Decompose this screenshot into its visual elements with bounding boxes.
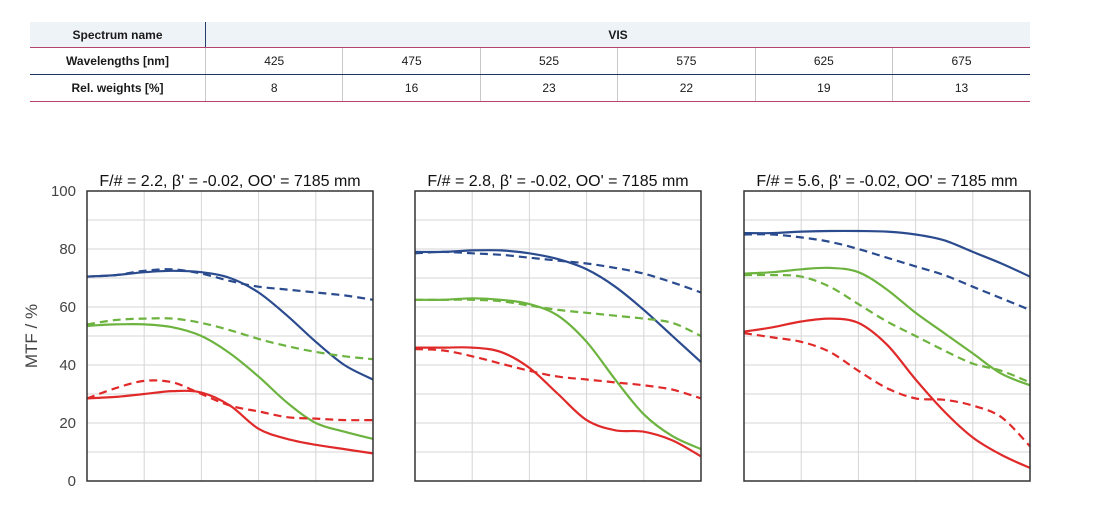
y-tick-label: 100 [51, 183, 76, 200]
series-line-green-solid [743, 266, 1031, 387]
y-tick-label: 40 [59, 357, 76, 374]
spectrum-name-label: Spectrum name [30, 22, 206, 48]
y-tick-label: 60 [59, 299, 76, 316]
wavelength-cell: 475 [342, 47, 481, 75]
chart-title: F/# = 2.8, β' = -0.02, OO' = 7185 mm [427, 173, 688, 190]
spectrum-name-value: VIS [205, 22, 1030, 48]
series-line-red-solid [415, 346, 702, 458]
series-line-green-solid [414, 297, 702, 451]
y-tick-label: 80 [59, 241, 76, 258]
wavelength-cell: 575 [617, 47, 756, 75]
series-line-red-dashed [86, 379, 374, 422]
weights-label: Rel. weights [%] [30, 74, 206, 102]
chart-title: F/# = 5.6, β' = -0.02, OO' = 7185 mm [756, 173, 1017, 190]
weight-cell: 22 [617, 74, 756, 102]
weight-cell: 8 [205, 74, 344, 102]
series-line-green-dashed [86, 317, 374, 361]
series-line-red-dashed [414, 347, 702, 400]
series-line-green-solid [86, 323, 374, 440]
y-tick-label: 0 [68, 473, 76, 490]
wavelength-cell: 625 [755, 47, 894, 75]
series-line-red-solid [743, 317, 1031, 469]
weight-cell: 16 [342, 74, 481, 102]
plot-frame [414, 190, 702, 482]
series-line-blue-dashed [743, 233, 1031, 311]
wavelength-cell: 525 [480, 47, 619, 75]
series-line-blue-dashed [86, 268, 374, 301]
weight-cell: 13 [892, 74, 1030, 102]
series-line-blue-solid [86, 269, 374, 381]
series-line-green-dashed [414, 298, 702, 337]
weight-cell: 23 [480, 74, 619, 102]
chart-title: F/# = 2.2, β' = -0.02, OO' = 7185 mm [99, 173, 360, 190]
series-line-blue-solid [743, 229, 1031, 278]
plot-frame [86, 190, 374, 482]
wavelength-cell: 675 [892, 47, 1030, 75]
wavelength-cell: 425 [205, 47, 344, 75]
y-axis-label: MTF / % [22, 304, 41, 368]
spectrum-table: Spectrum name VIS Wavelengths [nm] 425 4… [30, 22, 1030, 102]
spectrum-row: Spectrum name VIS [30, 22, 1030, 48]
series-line-red-solid [86, 389, 374, 455]
series-line-green-dashed [743, 273, 1031, 384]
wavelengths-label: Wavelengths [nm] [30, 47, 206, 75]
weights-row: Rel. weights [%] 8 16 23 22 19 13 [30, 74, 1030, 102]
weight-cell: 19 [755, 74, 894, 102]
wavelengths-row: Wavelengths [nm] 425 475 525 575 625 675 [30, 47, 1030, 75]
y-tick-label: 20 [59, 415, 76, 432]
plot-frame [743, 190, 1031, 482]
series-line-blue-dashed [414, 250, 702, 294]
series-line-blue-solid [414, 249, 702, 363]
series-line-red-dashed [743, 332, 1031, 447]
